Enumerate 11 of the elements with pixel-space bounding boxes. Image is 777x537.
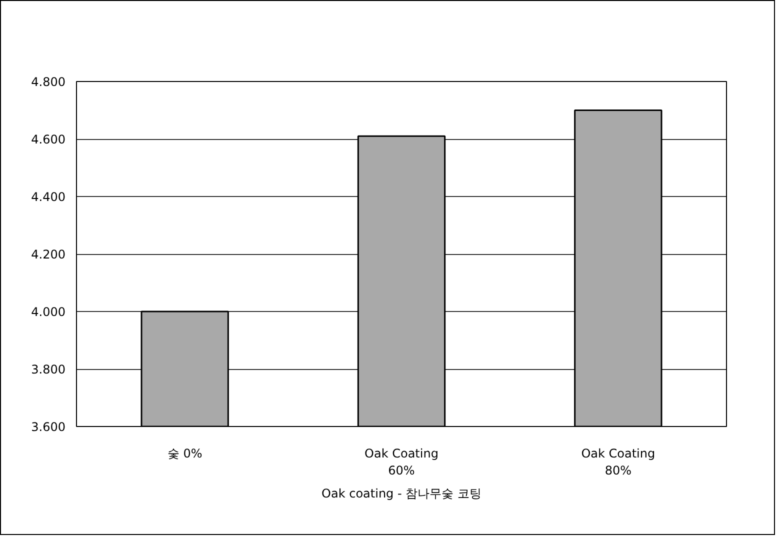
y-tick-label: 4.600 (31, 132, 66, 146)
x-tick-label: Oak Coating 80% (581, 446, 656, 478)
x-axis-title: Oak coating - 참나무숯 코팅 (322, 486, 482, 500)
y-tick-label: 4.000 (31, 305, 66, 319)
x-tick-label: Oak Coating 60% (364, 446, 438, 478)
y-tick-label: 3.600 (31, 420, 66, 434)
y-tick-label: 4.200 (31, 248, 66, 262)
y-tick-label: 4.800 (31, 75, 66, 89)
y-tick-label: 3.800 (31, 362, 66, 376)
x-tick-label: 숯 0% (167, 446, 202, 460)
y-tick-label: 4.400 (31, 190, 66, 204)
